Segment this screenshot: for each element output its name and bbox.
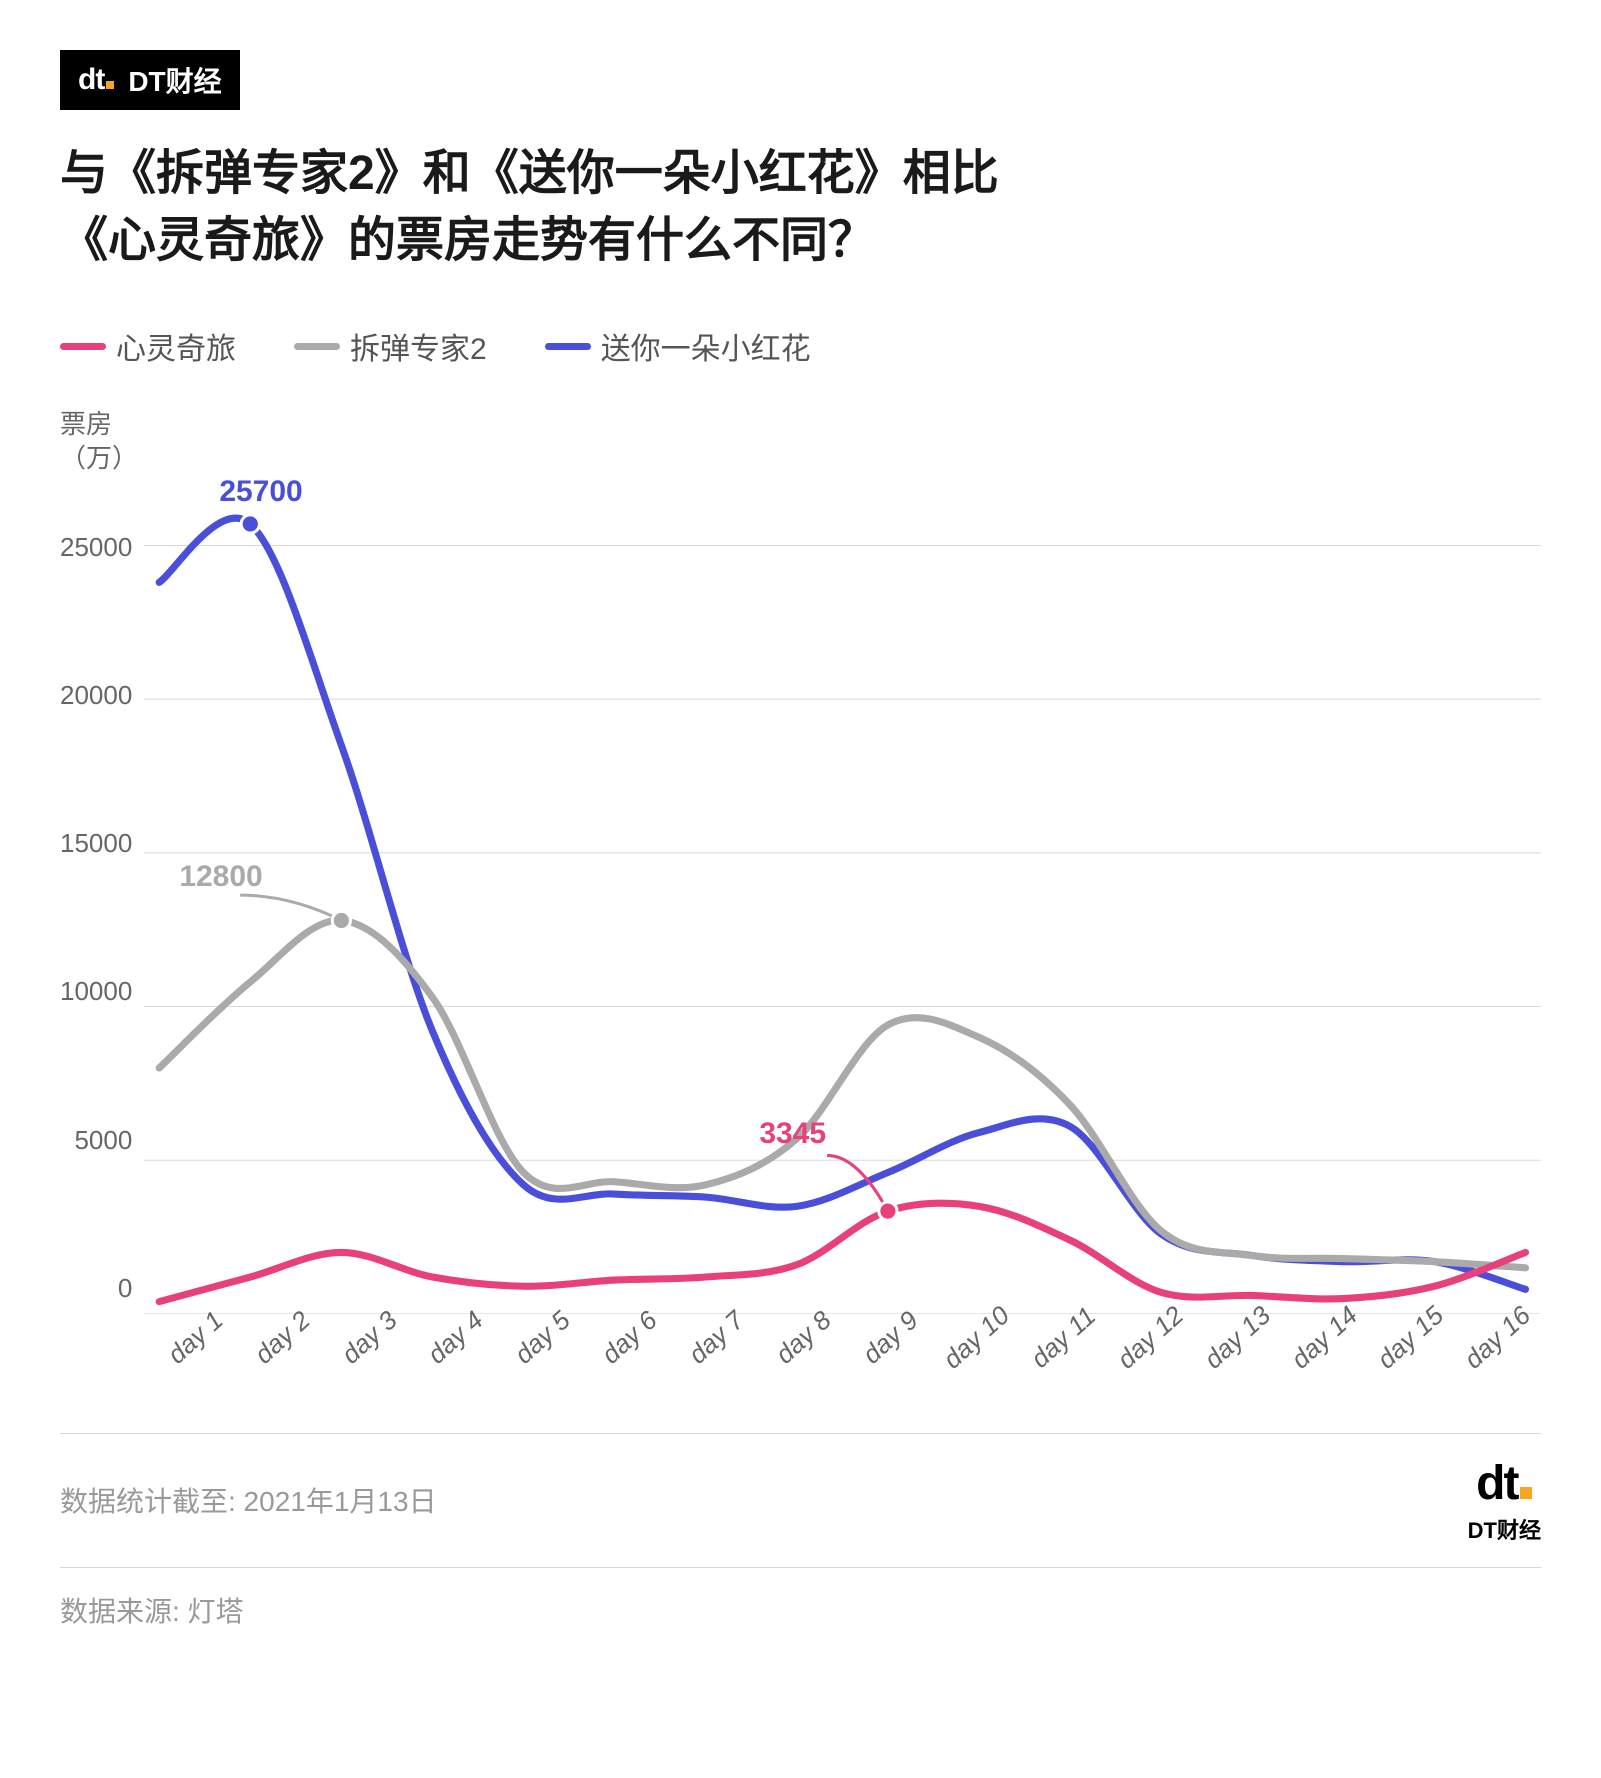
series-marker (879, 1202, 897, 1220)
brand-logo: dt (78, 63, 114, 97)
y-tick-label: 10000 (60, 976, 132, 1007)
brand-logo-text: dt (78, 63, 104, 97)
annotation-label: 12800 (179, 860, 262, 894)
footer-logo: dt DT财经 (1468, 1456, 1541, 1545)
legend-item: 拆弹专家2 (294, 324, 487, 368)
footer-logo-text: dt (1476, 1456, 1517, 1511)
chart: 票房 （万） 25000 20000 15000 10000 5000 0 25700 12… (60, 408, 1541, 1353)
brand-badge: dt DT财经 (60, 50, 240, 110)
series-line (159, 1203, 1525, 1302)
title-line-2: 《心灵奇旅》的票房走势有什么不同？ (60, 214, 876, 267)
legend-swatch-icon (294, 343, 340, 350)
annotation-label: 3345 (759, 1117, 826, 1151)
y-axis-title: 票房 （万） (60, 408, 1541, 476)
plot-area: 25700128003345 (144, 484, 1541, 1304)
footer: 数据统计截至: 2021年1月13日 dt DT财经 数据来源: 灯塔 (60, 1433, 1541, 1652)
series-marker (241, 515, 259, 533)
y-tick-label: 20000 (60, 680, 132, 711)
footer-logo-dot-icon (1520, 1487, 1532, 1499)
series-line (159, 518, 1525, 1289)
footer-source: 数据来源: 灯塔 (60, 1590, 244, 1630)
series-marker (333, 911, 351, 929)
y-tick-label: 25000 (60, 532, 132, 563)
title-line-1: 与《拆弹专家2》和《送你一朵小红花》相比 (60, 147, 999, 200)
y-tick-label: 15000 (60, 828, 132, 859)
y-tick-label: 5000 (74, 1125, 132, 1156)
footer-stat-date: 数据统计截至: 2021年1月13日 (60, 1480, 437, 1520)
series-line (159, 920, 1525, 1267)
y-tick-label: 0 (118, 1273, 132, 1304)
y-axis: 25000 20000 15000 10000 5000 0 (60, 484, 144, 1304)
brand-name: DT财经 (128, 60, 221, 100)
legend-swatch-icon (545, 343, 591, 350)
legend-item: 心灵奇旅 (60, 324, 236, 368)
legend-item: 送你一朵小红花 (545, 324, 811, 368)
brand-logo-dot-icon (106, 81, 114, 89)
legend-label: 送你一朵小红花 (601, 324, 811, 368)
legend-swatch-icon (60, 343, 106, 350)
chart-title: 与《拆弹专家2》和《送你一朵小红花》相比 《心灵奇旅》的票房走势有什么不同？ (60, 140, 1541, 274)
legend: 心灵奇旅 拆弹专家2 送你一朵小红花 (60, 324, 1541, 368)
legend-label: 心灵奇旅 (116, 324, 236, 368)
footer-brand-name: DT财经 (1468, 1513, 1541, 1545)
annotation-label: 25700 (219, 475, 302, 509)
legend-label: 拆弹专家2 (350, 324, 487, 368)
x-axis: day 1day 2day 3day 4day 5day 6day 7day 8… (152, 1322, 1541, 1353)
